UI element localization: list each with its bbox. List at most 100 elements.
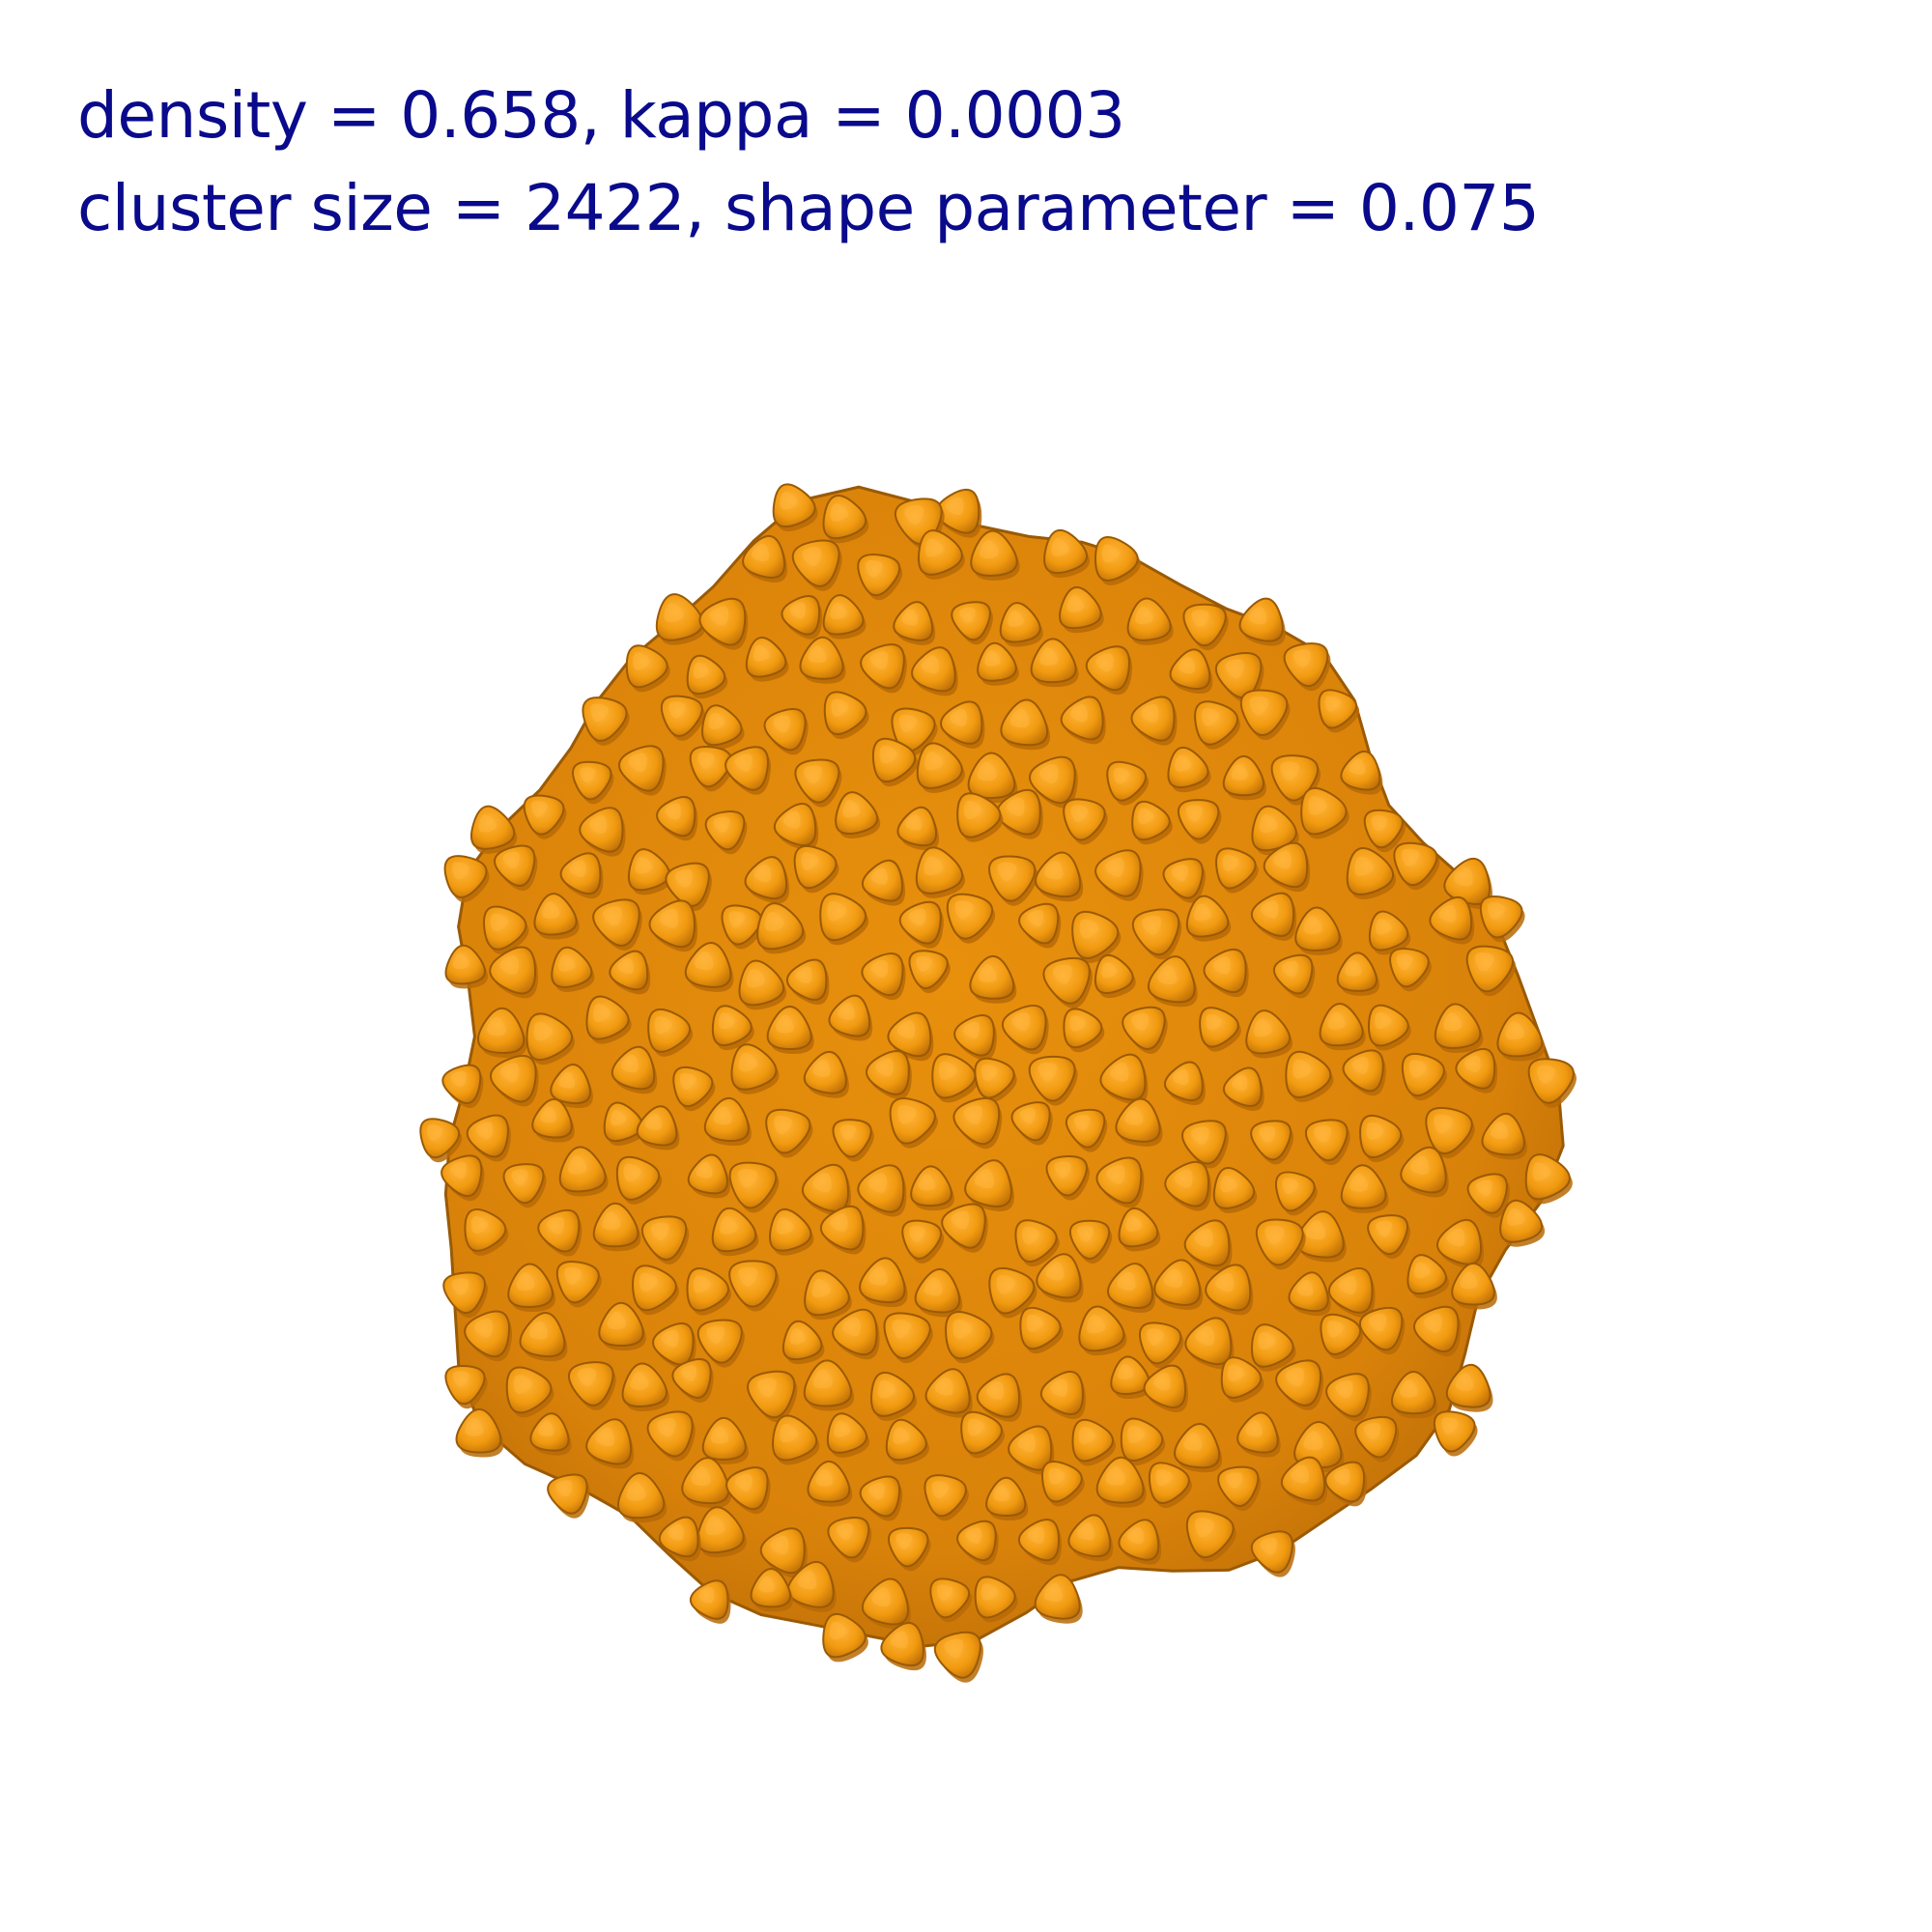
particle (686, 654, 728, 699)
particle (1466, 1173, 1510, 1218)
particle (1359, 1306, 1406, 1355)
particle (1354, 1415, 1400, 1463)
particle (952, 1096, 1003, 1150)
particle (1041, 1461, 1085, 1507)
particle (1118, 1519, 1162, 1565)
particle (861, 952, 906, 1001)
particle (572, 760, 614, 805)
particle (1340, 1164, 1389, 1213)
particle (887, 1011, 934, 1062)
particle (703, 1096, 752, 1147)
particle (585, 995, 632, 1044)
particle (1255, 1218, 1306, 1270)
particle (822, 1612, 868, 1662)
particle (773, 802, 819, 851)
particle (916, 742, 965, 793)
particle (803, 1359, 855, 1411)
particle (1106, 760, 1150, 806)
particle (799, 636, 846, 684)
particle (724, 746, 772, 795)
particle (1138, 1321, 1184, 1369)
particle (464, 1208, 509, 1256)
particle (1496, 1011, 1546, 1062)
particle (1250, 892, 1297, 942)
particle (1455, 1047, 1498, 1094)
particle (1194, 700, 1241, 750)
particle (866, 1050, 912, 1099)
particle (1162, 858, 1206, 903)
particle (1481, 1112, 1527, 1160)
particle (917, 529, 965, 580)
particle (883, 1312, 933, 1364)
particle (1094, 536, 1141, 585)
particle (960, 1410, 1006, 1459)
particle (1065, 1108, 1108, 1152)
particle (1045, 1155, 1091, 1201)
particle (822, 594, 867, 639)
particle (1401, 1052, 1447, 1101)
particle (1429, 895, 1475, 945)
particle (819, 893, 869, 946)
particle (519, 1312, 568, 1362)
particle (1164, 1061, 1206, 1106)
particle (1085, 645, 1133, 696)
particle (711, 1207, 759, 1257)
particle (871, 737, 919, 787)
particle (440, 1154, 485, 1202)
particle (655, 593, 706, 645)
particle (582, 696, 630, 746)
particle (1029, 755, 1078, 809)
particle (759, 1527, 808, 1578)
particle (1199, 1007, 1241, 1052)
particle (1063, 798, 1108, 845)
particle (1367, 1214, 1411, 1260)
particle (976, 1373, 1023, 1422)
particle (1147, 955, 1198, 1008)
particle (696, 1506, 747, 1558)
particle (929, 1577, 973, 1623)
particle (828, 994, 873, 1041)
particle (1036, 1253, 1084, 1303)
particle (933, 1631, 983, 1683)
particle (970, 529, 1020, 581)
particle (781, 1320, 825, 1365)
particle (1220, 1356, 1264, 1403)
particle (704, 810, 748, 855)
particle (585, 1418, 635, 1469)
particle (701, 1416, 749, 1464)
particle (526, 1012, 576, 1065)
particle (598, 1301, 646, 1350)
particle (765, 1108, 813, 1158)
particle (442, 1271, 488, 1319)
caption: density = 0.658, kappa = 0.0003 cluster … (77, 70, 1540, 255)
particle (985, 1476, 1029, 1521)
particle (956, 792, 1004, 842)
particle (1148, 1462, 1192, 1509)
particle (1094, 849, 1144, 901)
particle (1434, 1003, 1484, 1053)
particle (999, 602, 1043, 647)
particle (1336, 952, 1380, 996)
particle (1436, 1218, 1485, 1269)
particle (923, 1474, 969, 1521)
particle (969, 954, 1017, 1004)
particle (1285, 1050, 1334, 1103)
particle (1063, 1008, 1105, 1053)
particle (793, 844, 839, 894)
particle (1400, 1146, 1449, 1198)
particle (804, 1269, 852, 1321)
particle (1346, 847, 1397, 899)
particle (910, 1165, 954, 1211)
particle (1300, 786, 1350, 839)
particle (1318, 689, 1360, 733)
caption-line-cluster-shape: cluster size = 2422, shape parameter = 0… (77, 171, 1540, 245)
particle (567, 1361, 616, 1410)
particle (826, 1412, 870, 1458)
particle (1010, 1101, 1053, 1146)
particle (701, 704, 745, 751)
particle (940, 700, 985, 749)
particle (494, 844, 538, 891)
particle (935, 488, 982, 538)
particle (646, 1410, 696, 1462)
particle (857, 554, 903, 601)
